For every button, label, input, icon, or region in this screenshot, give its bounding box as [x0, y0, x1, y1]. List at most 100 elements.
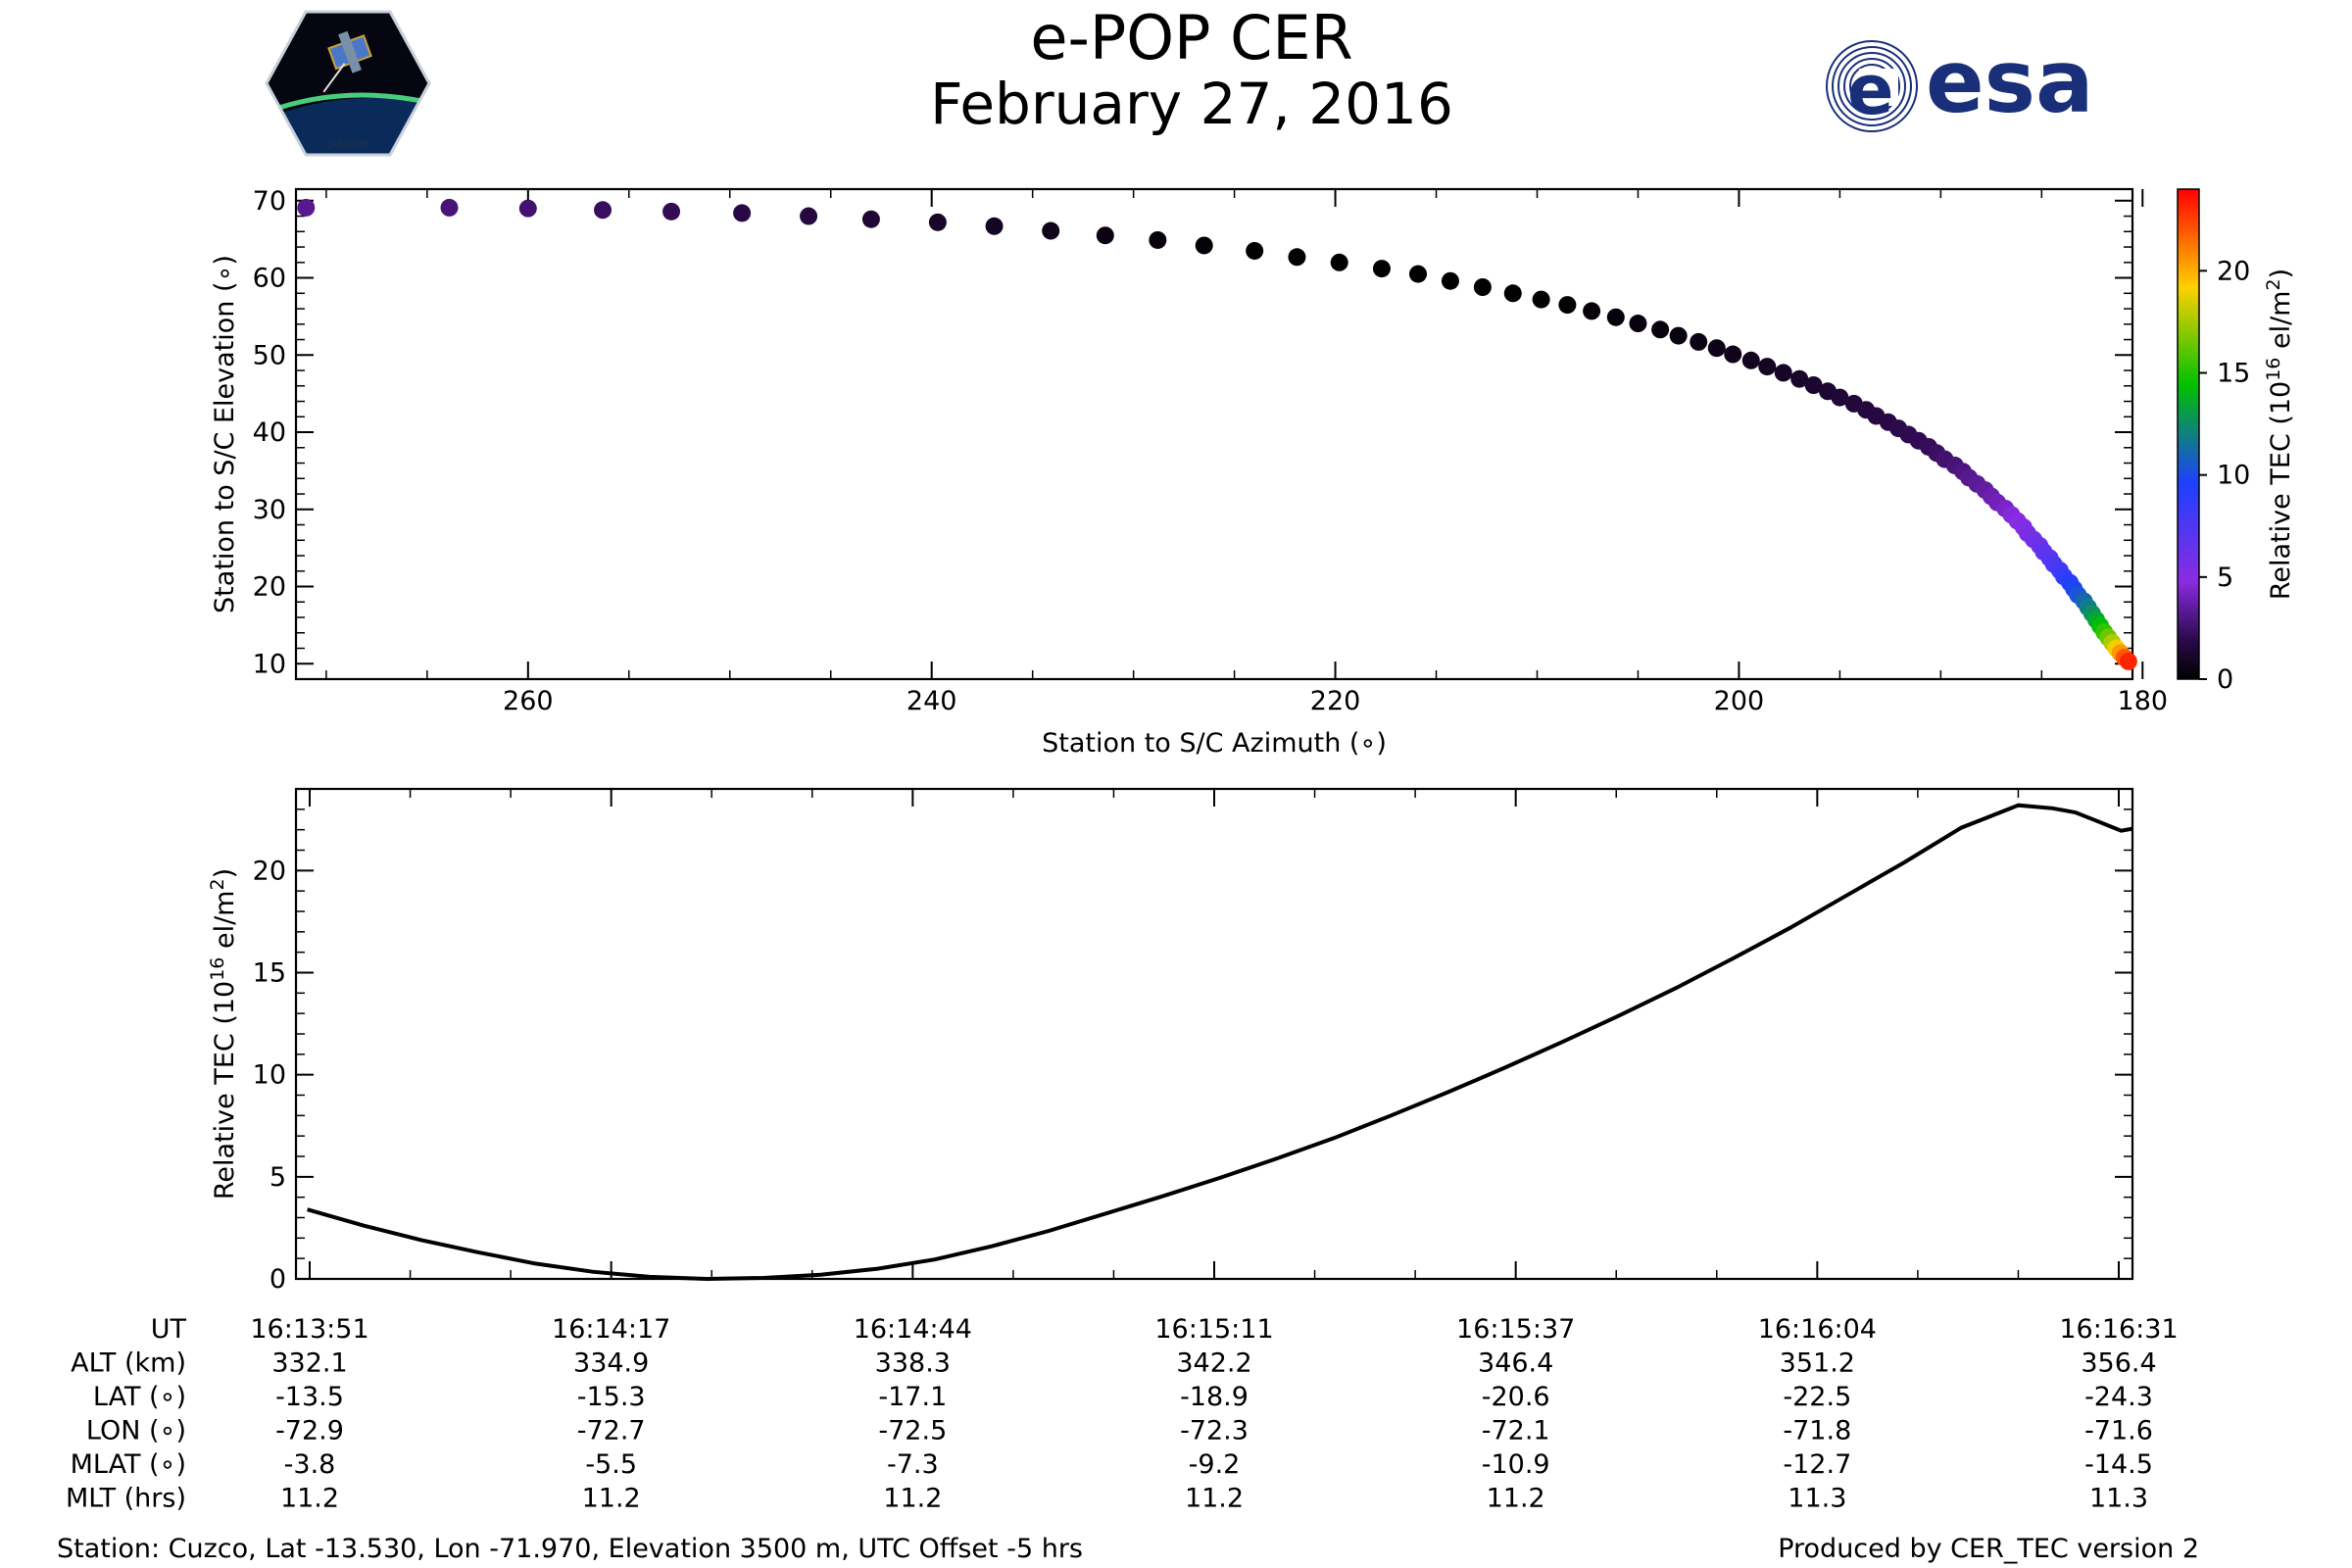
scatter-axes: 260 240 220 200 180 10 20 30 40 50 60 70 [253, 186, 2168, 716]
table-cell: -10.9 [1482, 1449, 1550, 1480]
line-frame [294, 787, 2134, 1281]
table-cell: 16:14:44 [854, 1314, 972, 1345]
scatter-point [1532, 290, 1550, 309]
esa-logo-icon: e esa [1826, 31, 2093, 132]
table-cell: 16:16:04 [1758, 1314, 1877, 1345]
table-cell: -20.6 [1482, 1382, 1550, 1412]
table-cell: -72.5 [878, 1416, 947, 1446]
table-cell: 11.2 [280, 1484, 339, 1514]
colorbar-ticks: 0 5 10 15 20 [2199, 256, 2250, 695]
scatter-point [1606, 308, 1625, 326]
esa-logo-text: esa [1926, 31, 2093, 132]
table-cell: -72.9 [275, 1416, 344, 1446]
scatter-point [1758, 358, 1777, 376]
scatter-points [297, 198, 2137, 670]
scatter-point [2119, 652, 2137, 670]
table-cell: 342.2 [1176, 1348, 1251, 1379]
colorbar-label: Relative TEC (1016 el/m2) [2263, 269, 2296, 600]
table-cell: 16:14:17 [552, 1314, 670, 1345]
scatter-x-tick-label: 240 [906, 686, 957, 716]
produced-by: Produced by CER_TEC version 2 [1778, 1534, 2199, 1564]
table-cell: -17.1 [878, 1382, 947, 1412]
colorbar-tick-label: 0 [2217, 664, 2233, 695]
table-cell: 16:13:51 [250, 1314, 368, 1345]
scatter-point [1804, 376, 1823, 394]
scatter-point [1096, 226, 1114, 245]
table-cell: -5.5 [585, 1449, 637, 1480]
table-cell: -7.3 [887, 1449, 939, 1480]
scatter-y-tick-label: 40 [253, 417, 286, 448]
scatter-point [1741, 351, 1760, 369]
table-cell: -72.1 [1482, 1416, 1550, 1446]
table-cell: -15.3 [577, 1382, 646, 1412]
scatter-point [985, 217, 1004, 235]
line-y-tick-label: 5 [270, 1162, 286, 1193]
table-cell: 11.2 [1185, 1484, 1244, 1514]
chart-title: e-POP CER [1030, 2, 1353, 74]
scatter-point [928, 213, 947, 231]
table-cell: -72.3 [1180, 1416, 1249, 1446]
table-cell: -13.5 [275, 1382, 344, 1412]
table-cell: -24.3 [2084, 1382, 2153, 1412]
table-cell: -18.9 [1180, 1382, 1249, 1412]
scatter-y-tick-label: 60 [253, 264, 286, 294]
line-y-tick-label: 20 [253, 856, 286, 886]
cassiope-logo-icon: CASSIOPE [265, 10, 431, 157]
line-axes: 0 5 10 15 20 [253, 789, 2132, 1295]
scatter-point [733, 204, 752, 222]
table-row-label: MLAT (∘) [71, 1449, 186, 1480]
scatter-point [594, 201, 612, 220]
scatter-x-tick-label: 260 [503, 686, 554, 716]
scatter-y-tick-label: 50 [253, 340, 286, 370]
scatter-y-tick-label: 10 [253, 649, 286, 679]
scatter-point [1790, 369, 1809, 388]
table-cell: -3.8 [284, 1449, 336, 1480]
scatter-point [1473, 278, 1492, 296]
table-cell: 16:16:31 [2059, 1314, 2178, 1345]
table-cell: -72.7 [577, 1416, 646, 1446]
scatter-point [1651, 320, 1670, 339]
table-cell: -71.8 [1783, 1416, 1851, 1446]
table-row-label: UT [151, 1314, 187, 1345]
colorbar-tick-label: 5 [2217, 563, 2233, 593]
table-cell: 11.2 [883, 1484, 942, 1514]
scatter-x-tick-label: 200 [1714, 686, 1765, 716]
scatter-point [1690, 332, 1708, 351]
table-cell: -12.7 [1783, 1449, 1851, 1480]
cassiope-logo-text: CASSIOPE [326, 140, 370, 150]
scatter-point [1246, 241, 1264, 260]
scatter-point [800, 207, 818, 225]
scatter-point [1042, 221, 1060, 240]
scatter-point [1558, 296, 1577, 315]
scatter-point [1149, 230, 1167, 249]
scatter-point [518, 199, 537, 218]
table-row-label: LON (∘) [86, 1416, 186, 1446]
tec-series-line [307, 803, 2133, 1282]
colorbar-tick-label: 10 [2217, 461, 2250, 491]
scatter-point [1707, 339, 1726, 358]
scatter-y-tick-label: 30 [253, 495, 286, 525]
scatter-point [1288, 248, 1306, 267]
colorbar: 0 5 10 15 20 Relative TEC (1016 el/m2) [2177, 188, 2296, 695]
scatter-x-tick-label: 220 [1310, 686, 1361, 716]
table-cell: 16:15:37 [1456, 1314, 1575, 1345]
table-cell: -71.6 [2084, 1416, 2153, 1446]
scatter-point [1503, 284, 1522, 303]
scatter-y-tick-label: 20 [253, 572, 286, 603]
table-cell: 11.3 [1788, 1484, 1846, 1514]
table-row-label: LAT (∘) [93, 1382, 186, 1412]
svg-text:e: e [1847, 50, 1893, 130]
table-cell: 332.1 [271, 1348, 347, 1379]
chart-date: February 27, 2016 [930, 71, 1453, 137]
line-y-tick-label: 10 [253, 1060, 286, 1091]
scatter-point [662, 202, 681, 220]
scatter-point [1441, 271, 1459, 290]
station-info: Station: Cuzco, Lat -13.530, Lon -71.970… [57, 1534, 1083, 1564]
scatter-point [1774, 364, 1792, 382]
table-cell: -9.2 [1189, 1449, 1241, 1480]
table-cell: -14.5 [2084, 1449, 2153, 1480]
scatter-x-tick-label: 180 [2118, 686, 2169, 716]
table-cell: 356.4 [2081, 1348, 2156, 1379]
scatter-point [1372, 260, 1391, 278]
